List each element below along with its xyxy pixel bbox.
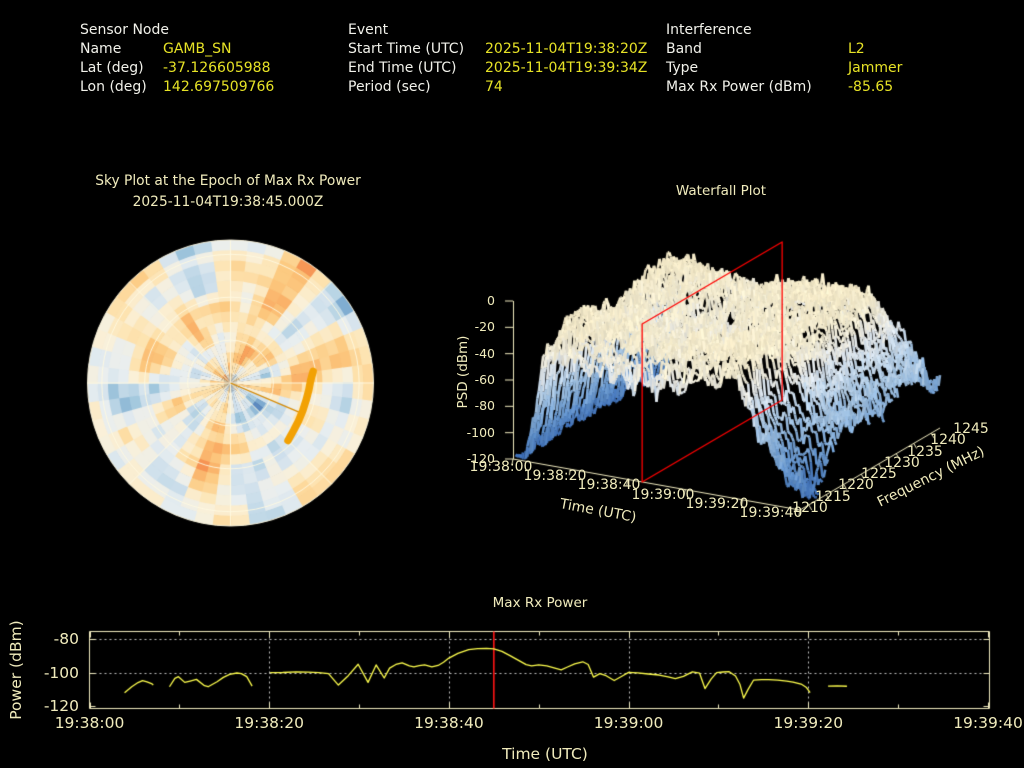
event-panel: Event Start Time (UTC) 2025-11-04T19:38:… bbox=[348, 21, 647, 97]
event-title: Event bbox=[348, 22, 389, 38]
event-row-end: End Time (UTC) 2025-11-04T19:39:34Z bbox=[348, 59, 647, 78]
sensor-row-lat: Lat (deg) -37.126605988 bbox=[80, 59, 274, 78]
waterfall-frequency-tick: 1245 bbox=[953, 420, 989, 437]
waterfall-frequency-tick: 1240 bbox=[930, 432, 966, 449]
interference-row-maxrx: Max Rx Power (dBm) -85.65 bbox=[666, 78, 902, 97]
interference-band-label: Band bbox=[666, 41, 702, 57]
waterfall-frequency-tick: 1225 bbox=[861, 466, 897, 483]
max-rx-title: Max Rx Power bbox=[492, 595, 588, 611]
waterfall-frequency-tick: 1235 bbox=[907, 443, 943, 460]
event-start-label: Start Time (UTC) bbox=[348, 41, 465, 57]
max-rx-y-tick: -80 bbox=[53, 630, 79, 648]
interference-type-value: Jammer bbox=[848, 60, 903, 76]
max-rx-x-axis-label: Time (UTC) bbox=[502, 745, 588, 763]
waterfall-time-tick: 19:38:20 bbox=[523, 468, 587, 485]
interference-maxrx-label: Max Rx Power (dBm) bbox=[666, 79, 812, 95]
sensor-node-panel: Sensor Node Name GAMB_SN Lat (deg) -37.1… bbox=[80, 21, 274, 97]
max-rx-x-tick: 19:38:00 bbox=[54, 714, 125, 732]
sensor-lon-label: Lon (deg) bbox=[80, 79, 147, 95]
waterfall-time-tick: 19:38:00 bbox=[469, 459, 533, 475]
waterfall-psd-tick: -20 bbox=[474, 319, 495, 335]
sensor-row-name: Name GAMB_SN bbox=[80, 40, 274, 59]
sensor-name-value: GAMB_SN bbox=[163, 41, 232, 57]
sensor-lat-label: Lat (deg) bbox=[80, 60, 144, 76]
max-rx-x-tick: 19:38:20 bbox=[234, 714, 304, 732]
waterfall-title: Waterfall Plot bbox=[675, 183, 767, 199]
waterfall-psd-tick: -60 bbox=[474, 372, 495, 387]
sky-plot-title: Sky Plot at the Epoch of Max Rx Power bbox=[95, 173, 361, 189]
waterfall-psd-tick: -40 bbox=[474, 345, 495, 361]
event-period-label: Period (sec) bbox=[348, 79, 431, 95]
interference-maxrx-value: -85.65 bbox=[848, 79, 894, 95]
waterfall-psd-tick: -100 bbox=[466, 424, 495, 440]
waterfall-frequency-tick: 1210 bbox=[792, 500, 828, 516]
event-period-value: 74 bbox=[485, 79, 503, 95]
sensor-lat-value: -37.126605988 bbox=[163, 60, 271, 76]
waterfall-psd-tick: -120 bbox=[466, 451, 495, 466]
sensor-row-lon: Lon (deg) 142.697509766 bbox=[80, 78, 274, 97]
max-rx-x-tick: 19:39:40 bbox=[953, 714, 1023, 732]
waterfall-frequency-tick: 1230 bbox=[884, 454, 920, 471]
waterfall-psd-tick: 0 bbox=[487, 293, 495, 308]
interference-title: Interference bbox=[666, 22, 752, 38]
event-end-label: End Time (UTC) bbox=[348, 60, 457, 76]
event-row-start: Start Time (UTC) 2025-11-04T19:38:20Z bbox=[348, 40, 647, 59]
sensor-node-title: Sensor Node bbox=[80, 22, 169, 38]
waterfall-time-tick: 19:39:20 bbox=[685, 495, 749, 512]
sky-plot-subtitle: 2025-11-04T19:38:45.000Z bbox=[132, 194, 324, 210]
interference-row-band: Band L2 bbox=[666, 40, 902, 59]
waterfall-psd-tick: -80 bbox=[474, 398, 495, 414]
event-row-period: Period (sec) 74 bbox=[348, 78, 647, 97]
interference-panel: Interference Band L2 Type Jammer Max Rx … bbox=[666, 21, 902, 97]
max-rx-x-tick: 19:39:00 bbox=[593, 714, 664, 732]
waterfall-frequency-tick: 1215 bbox=[815, 488, 851, 505]
waterfall-time-tick: 19:39:40 bbox=[739, 505, 803, 521]
sensor-lon-value: 142.697509766 bbox=[163, 79, 275, 95]
interference-type-label: Type bbox=[666, 60, 699, 76]
event-start-value: 2025-11-04T19:38:20Z bbox=[485, 41, 648, 57]
max-rx-y-tick: -120 bbox=[43, 697, 79, 715]
sensor-name-label: Name bbox=[80, 41, 122, 57]
event-end-value: 2025-11-04T19:39:34Z bbox=[485, 60, 648, 76]
interference-row-type: Type Jammer bbox=[666, 59, 902, 78]
max-rx-y-tick: -100 bbox=[43, 663, 79, 682]
interference-band-value: L2 bbox=[848, 41, 865, 57]
waterfall-time-tick: 19:39:00 bbox=[631, 486, 695, 503]
max-rx-x-tick: 19:39:20 bbox=[773, 714, 844, 732]
waterfall-frequency-tick: 1220 bbox=[838, 477, 874, 494]
max-rx-x-tick: 19:38:40 bbox=[414, 714, 484, 732]
max-rx-y-axis-label: Power (dBm) bbox=[7, 620, 25, 720]
waterfall-time-tick: 19:38:40 bbox=[577, 477, 641, 494]
